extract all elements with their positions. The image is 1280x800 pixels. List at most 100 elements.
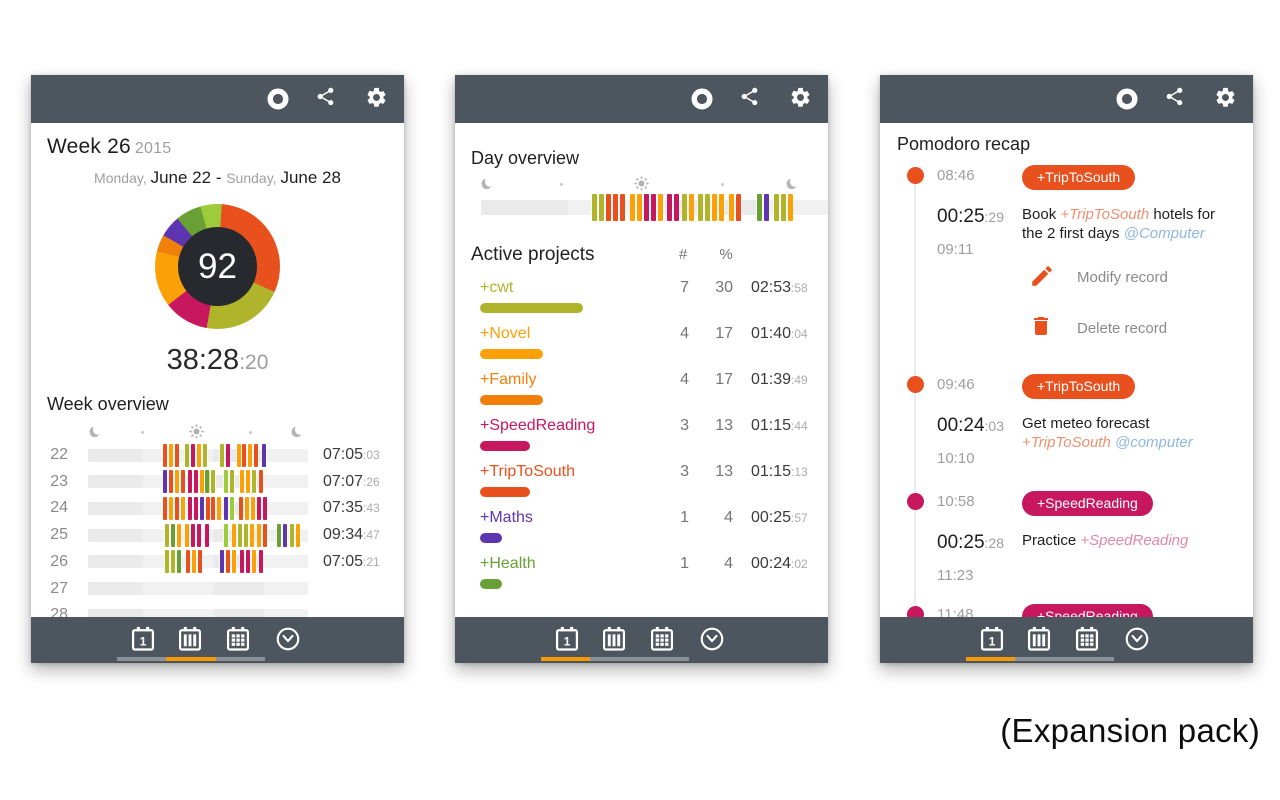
delete-record-button[interactable] <box>1029 314 1055 340</box>
day-view-icon: 1 <box>555 626 579 651</box>
start-time: 11:48 <box>937 606 974 617</box>
pomodoro-bar <box>242 443 247 467</box>
nav-month-view-button[interactable] <box>648 625 676 653</box>
day-total-time: 07:07:26 <box>323 473 380 491</box>
pomodoro-bar <box>220 550 224 574</box>
project-percent: 30 <box>715 279 733 296</box>
pomodoro-duration: 00:25:29 <box>937 206 1004 228</box>
nav-history-button[interactable] <box>1123 625 1151 653</box>
total-hours-minutes: 38:28 <box>166 344 240 376</box>
pomodoro-bar <box>168 496 173 520</box>
pomodoro-bar <box>644 194 650 221</box>
share-icon[interactable] <box>1164 86 1190 112</box>
week-view-icon <box>1027 626 1051 651</box>
end-time: 10:10 <box>937 450 975 467</box>
nav-month-view-button[interactable] <box>224 625 252 653</box>
context-tag: @computer <box>1114 434 1193 451</box>
settings-icon[interactable] <box>365 86 391 112</box>
project-badge[interactable]: +SpeedReading <box>1022 604 1153 617</box>
nav-month-view-button[interactable] <box>1073 625 1101 653</box>
active-tab-indicator <box>541 657 591 661</box>
record-icon <box>1116 88 1138 110</box>
timeline-dot <box>907 492 924 510</box>
pomodoro-bar <box>231 550 236 574</box>
project-progress-bar <box>480 579 502 589</box>
day-total-time: 07:05:03 <box>323 446 380 464</box>
share-icon[interactable] <box>739 86 765 112</box>
end-time: 09:11 <box>937 241 974 258</box>
pomodoro-bar <box>162 470 167 494</box>
project-time: 01:15:13 <box>751 463 808 481</box>
pomodoro-bar <box>162 496 167 520</box>
project-time: 01:15:44 <box>751 417 808 435</box>
nav-history-button[interactable] <box>274 625 302 653</box>
project-count: 4 <box>680 371 689 388</box>
sun-marker <box>633 175 650 197</box>
day-activity-track[interactable] <box>88 608 308 617</box>
pomodoro-bar <box>204 523 209 547</box>
day-activity-track[interactable] <box>88 443 308 467</box>
settings-icon[interactable] <box>789 86 815 112</box>
project-badge[interactable]: +TripToSouth <box>1022 374 1136 399</box>
desc-text: hotels for the 2 first days <box>1022 206 1216 242</box>
pomodoro-bar <box>191 550 196 574</box>
pomodoro-bar <box>190 443 195 467</box>
day-activity-track[interactable] <box>88 470 308 494</box>
nav-day-view-button[interactable]: 1 <box>129 625 157 653</box>
pomodoro-bar <box>258 470 263 494</box>
project-badge[interactable]: +TripToSouth <box>1022 165 1136 190</box>
project-badge[interactable]: +SpeedReading <box>1022 491 1153 516</box>
day-total-time: 07:35:43 <box>323 499 380 517</box>
project-percent: 17 <box>715 371 733 388</box>
pomodoro-bar <box>225 443 230 467</box>
pomodoro-bar <box>176 550 181 574</box>
settings-icon[interactable] <box>1214 86 1240 112</box>
date-label: - <box>215 168 227 187</box>
nav-week-view-button[interactable] <box>1025 625 1053 653</box>
day-activity-track[interactable] <box>88 523 308 547</box>
pomodoro-bar <box>174 470 179 494</box>
record-icon[interactable] <box>689 86 715 112</box>
nav-week-view-button[interactable] <box>176 625 204 653</box>
toolbar <box>31 75 404 123</box>
nav-day-view-button[interactable]: 1 <box>553 625 581 653</box>
pomodoro-bar <box>196 443 201 467</box>
nav-history-button[interactable] <box>698 625 726 653</box>
bottom-nav: 1 <box>31 617 404 663</box>
pomodoro-bar <box>225 550 230 574</box>
record-icon[interactable] <box>1114 86 1140 112</box>
pomodoro-bar <box>261 443 266 467</box>
project-percent: 4 <box>724 509 733 526</box>
pomodoro-bar <box>257 496 262 520</box>
project-time: 00:25:57 <box>751 509 808 527</box>
pomodoro-bar <box>244 496 249 520</box>
day-total-time: 07:05:21 <box>323 553 380 571</box>
page-title: Week 26 2015 <box>47 135 171 159</box>
date-label: June 28 <box>280 168 341 187</box>
desc-text: Practice <box>1022 532 1081 549</box>
project-percent: 13 <box>715 463 733 480</box>
daynight-markers <box>481 175 828 193</box>
day-activity-track[interactable] <box>88 496 308 520</box>
pomodoro-bar <box>188 470 193 494</box>
day-activity-track[interactable] <box>88 550 308 574</box>
pomodoro-bar <box>263 496 268 520</box>
pomodoro-bar <box>258 550 263 574</box>
record-icon[interactable] <box>265 86 291 112</box>
time-sec: :43 <box>363 501 380 516</box>
toolbar <box>880 75 1253 123</box>
day-activity-track[interactable] <box>88 582 308 595</box>
modify-record-button[interactable] <box>1029 263 1055 289</box>
weekly-donut-chart[interactable]: 92 <box>155 204 280 329</box>
nav-day-view-button[interactable]: 1 <box>978 625 1006 653</box>
timeline-dot <box>907 605 924 617</box>
pomodoro-bar <box>612 194 618 221</box>
recap-screen: Pomodoro recap 08:46 +TripToSouth 00:25:29… <box>880 75 1253 663</box>
pomodoro-bar <box>251 550 256 574</box>
pomodoro-bar <box>666 194 672 221</box>
nav-week-view-button[interactable] <box>600 625 628 653</box>
day-timeline-track[interactable] <box>481 194 828 221</box>
moon-marker <box>88 424 103 444</box>
share-icon[interactable] <box>315 86 341 112</box>
pomodoro-bar <box>592 194 598 221</box>
